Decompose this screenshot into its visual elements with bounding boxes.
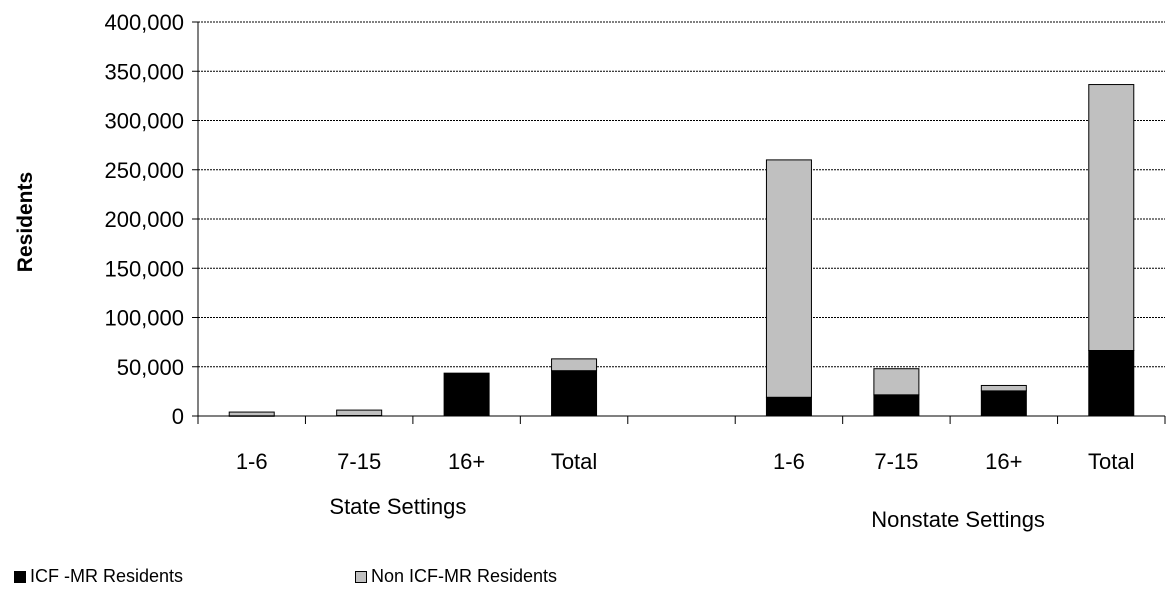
y-tick-label: 0 (172, 404, 184, 429)
legend-label-non-icf: Non ICF-MR Residents (371, 566, 558, 586)
y-tick-label: 100,000 (104, 306, 184, 331)
y-tick-label: 300,000 (104, 109, 184, 134)
legend-swatch-icf (14, 570, 26, 583)
y-tick-label: 150,000 (104, 256, 184, 281)
bar-segment-non-icf (873, 368, 920, 396)
y-tick-label: 350,000 (104, 59, 184, 84)
x-category-label: 16+ (448, 449, 485, 474)
bar-segment-non-icf (1088, 84, 1135, 351)
x-category-label: Total (1088, 449, 1134, 474)
bar-segment-icf (443, 372, 490, 417)
bars (228, 84, 1135, 417)
legend-item-icf: ICF -MR Residents (14, 566, 183, 587)
x-category-label: 16+ (985, 449, 1022, 474)
legend-item-non-icf: Non ICF-MR Residents (355, 566, 557, 587)
y-axis-label: Residents (14, 172, 37, 272)
bar-segment-icf (1088, 349, 1135, 417)
y-tick-label: 400,000 (104, 10, 184, 35)
grid-lines (198, 21, 1165, 368)
x-category-label: 7-15 (337, 449, 381, 474)
bar-segment-non-icf (980, 384, 1027, 392)
x-category-label: Total (551, 449, 597, 474)
bar-segment-non-icf (228, 411, 275, 417)
bar-segment-icf (980, 390, 1027, 417)
x-group-label: State Settings (329, 494, 466, 519)
x-category-label: 1-6 (773, 449, 805, 474)
y-tick-label: 250,000 (104, 158, 184, 183)
y-tick-labels: 0 50,000 100,000 150,000 200,000 250,000 300,0… (104, 10, 184, 429)
bar-segment-icf (765, 396, 812, 417)
bar-segment-icf (551, 370, 598, 417)
x-category-labels: 1-6 7-15 16+ Total 1-6 7-15 16+ Total (236, 449, 1135, 474)
x-category-label: 1-6 (236, 449, 268, 474)
x-group-labels: State Settings Nonstate Settings (329, 494, 1045, 532)
legend-swatch-non-icf (355, 570, 367, 583)
y-tick-label: 200,000 (104, 207, 184, 232)
bar-segment-non-icf (765, 159, 812, 398)
stacked-bar-chart: 0 50,000 100,000 150,000 200,000 250,000 300,0… (14, 10, 1166, 532)
bar-segment-non-icf (336, 409, 383, 417)
axes (192, 21, 1166, 424)
legend-label-icf: ICF -MR Residents (30, 566, 184, 586)
x-group-label: Nonstate Settings (871, 507, 1045, 532)
x-category-label: 7-15 (874, 449, 918, 474)
bar-segment-non-icf (551, 358, 598, 372)
y-tick-label: 50,000 (117, 355, 184, 380)
bar-segment-icf (873, 394, 920, 417)
